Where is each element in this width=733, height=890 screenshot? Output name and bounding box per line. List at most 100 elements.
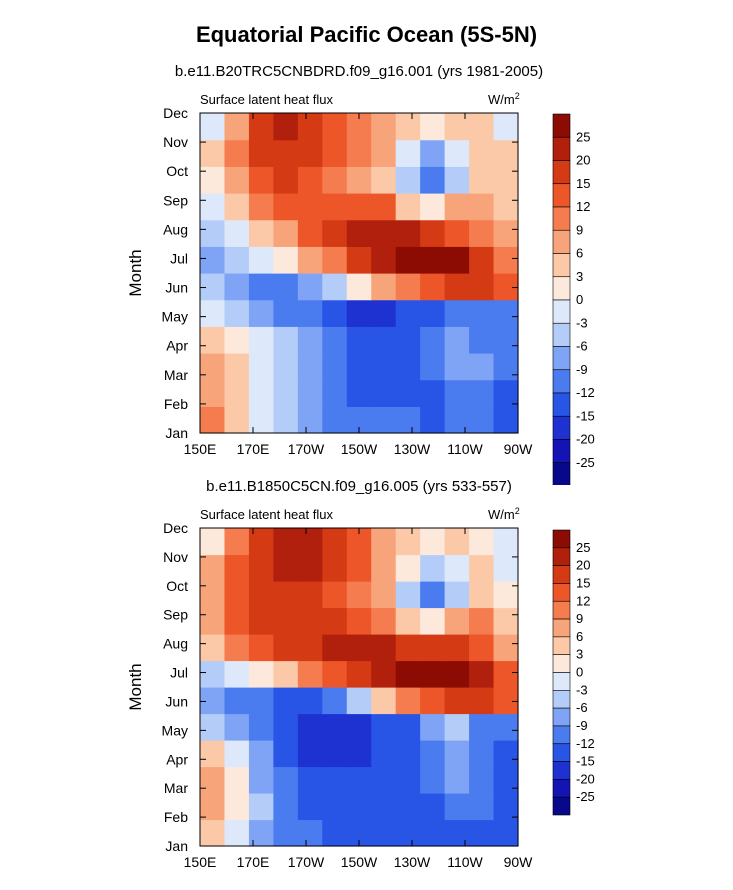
heatmap-cell bbox=[420, 819, 446, 847]
heatmap-cell bbox=[248, 353, 274, 381]
heatmap-cell bbox=[469, 113, 495, 141]
heatmap-cell bbox=[469, 634, 495, 662]
heatmap-cell bbox=[248, 793, 274, 821]
heatmap-cell bbox=[322, 406, 348, 434]
heatmap-cell bbox=[224, 607, 250, 635]
heatmap-cell bbox=[297, 246, 323, 274]
colorbar-swatch bbox=[552, 299, 571, 324]
colorbar-label: 6 bbox=[576, 246, 583, 261]
heatmap-cell bbox=[297, 193, 323, 221]
heatmap-cell bbox=[444, 166, 470, 194]
heatmap-cell bbox=[371, 740, 397, 768]
heatmap-cell bbox=[420, 554, 446, 582]
colorbar-label: 12 bbox=[576, 593, 590, 608]
heatmap-cell bbox=[469, 406, 495, 434]
heatmap-cell bbox=[371, 273, 397, 301]
colorbar-label: -12 bbox=[576, 385, 595, 400]
heatmap-cell bbox=[395, 379, 421, 407]
heatmap-cell bbox=[346, 634, 372, 662]
x-tick-label: 170W bbox=[288, 854, 325, 870]
heatmap-cell bbox=[200, 660, 226, 688]
heatmap-cell bbox=[395, 528, 421, 556]
heatmap-cell bbox=[273, 740, 299, 768]
colorbar-label: -6 bbox=[576, 700, 588, 715]
heatmap-cell bbox=[346, 193, 372, 221]
heatmap-cell bbox=[224, 819, 250, 847]
y-tick-label: Sep bbox=[163, 192, 188, 208]
heatmap-cell bbox=[200, 793, 226, 821]
heatmap-cell bbox=[493, 713, 519, 741]
heatmap-cell bbox=[248, 166, 274, 194]
colorbar-swatch bbox=[552, 672, 571, 691]
heatmap-cell bbox=[322, 581, 348, 609]
y-tick-label: Apr bbox=[166, 751, 188, 767]
heatmap-cell bbox=[224, 166, 250, 194]
heatmap-cell bbox=[273, 406, 299, 434]
heatmap-cell bbox=[224, 299, 250, 327]
heatmap-cell bbox=[493, 819, 519, 847]
heatmap-cell bbox=[493, 326, 519, 354]
heatmap-cell bbox=[297, 113, 323, 141]
colorbar-label: -20 bbox=[576, 432, 595, 447]
heatmap-cell bbox=[371, 766, 397, 794]
heatmap-cell bbox=[248, 554, 274, 582]
heatmap-cell bbox=[248, 219, 274, 247]
heatmap-cell bbox=[273, 528, 299, 556]
heatmap-cell bbox=[248, 273, 274, 301]
colorbar-swatch bbox=[552, 253, 571, 278]
heatmap-cell bbox=[493, 634, 519, 662]
y-tick-label: Jun bbox=[165, 693, 188, 709]
heatmap-cell bbox=[493, 166, 519, 194]
x-tick-label: 130W bbox=[394, 854, 431, 870]
heatmap-cell bbox=[248, 634, 274, 662]
heatmap-cell bbox=[371, 246, 397, 274]
colorbar-swatch bbox=[552, 206, 571, 231]
heatmap-cell bbox=[420, 139, 446, 167]
heatmap-cell bbox=[420, 353, 446, 381]
heatmap-cell bbox=[224, 660, 250, 688]
heatmap-cell bbox=[493, 246, 519, 274]
colorbar-label: 15 bbox=[576, 575, 590, 590]
heatmap-cell bbox=[395, 607, 421, 635]
heatmap-cell bbox=[322, 139, 348, 167]
heatmap-cell bbox=[200, 379, 226, 407]
heatmap-cell bbox=[444, 273, 470, 301]
colorbar-swatch bbox=[552, 600, 571, 620]
heatmap-cell bbox=[224, 273, 250, 301]
heatmap-cell bbox=[273, 166, 299, 194]
colorbar-label: 0 bbox=[576, 292, 583, 307]
heatmap-cell bbox=[248, 326, 274, 354]
heatmap-cell bbox=[297, 554, 323, 582]
heatmap-cell bbox=[420, 326, 446, 354]
heatmap-cell bbox=[200, 554, 226, 582]
heatmap-cell bbox=[200, 273, 226, 301]
heatmap-cell bbox=[444, 819, 470, 847]
heatmap-cell bbox=[444, 139, 470, 167]
heatmap-cell bbox=[200, 219, 226, 247]
heatmap-cell bbox=[297, 819, 323, 847]
heatmap-cell bbox=[444, 193, 470, 221]
heatmap-cell bbox=[395, 581, 421, 609]
heatmap-cell bbox=[469, 793, 495, 821]
heatmap-cell bbox=[371, 353, 397, 381]
heatmap-cell bbox=[371, 581, 397, 609]
heatmap-cell bbox=[346, 299, 372, 327]
heatmap-cell bbox=[469, 353, 495, 381]
heatmap-cell bbox=[273, 326, 299, 354]
colorbar-swatch bbox=[552, 725, 571, 745]
heatmap-cell bbox=[346, 660, 372, 688]
heatmap-cell bbox=[371, 326, 397, 354]
heatmap-cell bbox=[248, 379, 274, 407]
heatmap-cell bbox=[322, 607, 348, 635]
heatmap-cell bbox=[248, 193, 274, 221]
chart-title: b.e11.B1850C5CN.f09_g16.005 (yrs 533-557… bbox=[206, 478, 512, 495]
x-tick-label: 150W bbox=[341, 441, 378, 457]
heatmap-cell bbox=[469, 193, 495, 221]
heatmap-cell bbox=[200, 193, 226, 221]
heatmap-cell bbox=[346, 219, 372, 247]
y-tick-label: Jan bbox=[165, 838, 188, 854]
heatmap-cell bbox=[469, 326, 495, 354]
colorbar-swatch bbox=[552, 565, 571, 584]
heatmap-cell bbox=[469, 379, 495, 407]
heatmap-cell bbox=[493, 353, 519, 381]
